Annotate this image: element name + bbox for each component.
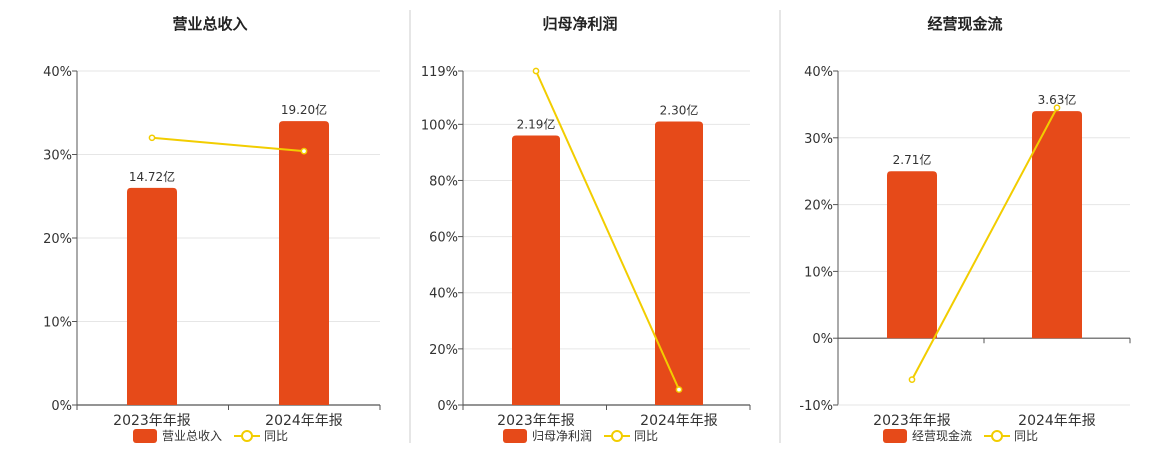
bar: [655, 121, 703, 406]
y-tick-label: 0%: [437, 399, 458, 414]
bar-data-label: 2.19亿: [517, 117, 556, 132]
yoy-line: [535, 70, 680, 390]
legend-label: 归母净利润: [532, 429, 592, 443]
chart-title: 经营现金流: [927, 15, 1002, 33]
y-tick-label: 60%: [429, 231, 458, 246]
legend-bar-swatch: [133, 429, 157, 443]
bar-data-label: 3.63亿: [1038, 92, 1077, 107]
yoy-line: [151, 136, 305, 153]
x-category-label: 2023年年报: [873, 413, 951, 429]
bar-data-label: 2.71亿: [893, 152, 932, 167]
y-tick-label: 20%: [804, 199, 833, 214]
legend-line-marker: [991, 430, 1003, 442]
bar-data-label: 14.72亿: [129, 169, 175, 184]
legend-line-marker: [241, 430, 253, 442]
y-tick-label: 20%: [429, 343, 458, 358]
y-tick-label: 40%: [429, 287, 458, 302]
y-tick-label: 80%: [429, 174, 458, 189]
y-tick-label: 119%: [421, 65, 458, 80]
legend-label: 经营现金流: [912, 428, 972, 443]
y-tick-label: 30%: [43, 149, 72, 164]
y-tick-label: 10%: [43, 316, 72, 331]
yoy-point: [1053, 104, 1061, 112]
bar: [127, 187, 177, 405]
chart-panel-2: 归母净利润 0% 20% 40% 60% 80% 100% 119% 2.19亿 2.30亿 202…: [421, 15, 751, 443]
bar: [887, 171, 937, 339]
y-tick-label: 40%: [43, 65, 72, 80]
legend-bar-swatch: [883, 429, 907, 443]
bar: [1032, 111, 1082, 339]
legend-bar-swatch: [503, 429, 527, 443]
bar: [279, 121, 329, 405]
y-tick-label: 0%: [812, 332, 833, 347]
legend-label: 营业总收入: [162, 429, 222, 443]
x-category-label: 2024年年报: [1018, 413, 1096, 429]
yoy-point: [675, 386, 683, 393]
bar-data-label: 19.20亿: [281, 102, 327, 117]
yoy-point: [300, 147, 308, 155]
bar: [512, 135, 560, 405]
yoy-line: [911, 107, 1058, 381]
y-tick-label: 20%: [43, 232, 72, 247]
legend-label: 同比: [1014, 429, 1038, 443]
legend-label: 同比: [264, 429, 288, 443]
bar-data-label: 2.30亿: [660, 103, 699, 118]
yoy-point: [908, 376, 916, 383]
legend-label: 同比: [634, 429, 658, 443]
x-category-label: 2023年年报: [497, 413, 575, 429]
yoy-point: [148, 134, 156, 142]
chart-title: 营业总收入: [172, 15, 247, 33]
y-tick-label: 100%: [421, 118, 458, 133]
y-tick-label: 10%: [804, 265, 833, 280]
y-tick-label: 30%: [804, 132, 833, 147]
legend-line-marker: [611, 430, 623, 442]
y-tick-label: 0%: [51, 399, 72, 414]
y-tick-label: -10%: [799, 399, 833, 414]
chart-panel-1: 营业总收入 0% 10% 20% 30% 40% 14.72亿 19.20亿 2023年年报 20…: [43, 15, 381, 443]
x-category-label: 2023年年报: [113, 413, 191, 429]
y-tick-label: 40%: [804, 65, 833, 80]
yoy-point: [532, 67, 540, 75]
x-category-label: 2024年年报: [640, 413, 718, 429]
x-category-label: 2024年年报: [265, 413, 343, 429]
chart-title: 归母净利润: [542, 15, 617, 33]
chart-panel-3: 经营现金流 -10% 0% 10% 20% 30% 40% 2.71亿 3.63亿 2023年年报…: [799, 15, 1131, 443]
